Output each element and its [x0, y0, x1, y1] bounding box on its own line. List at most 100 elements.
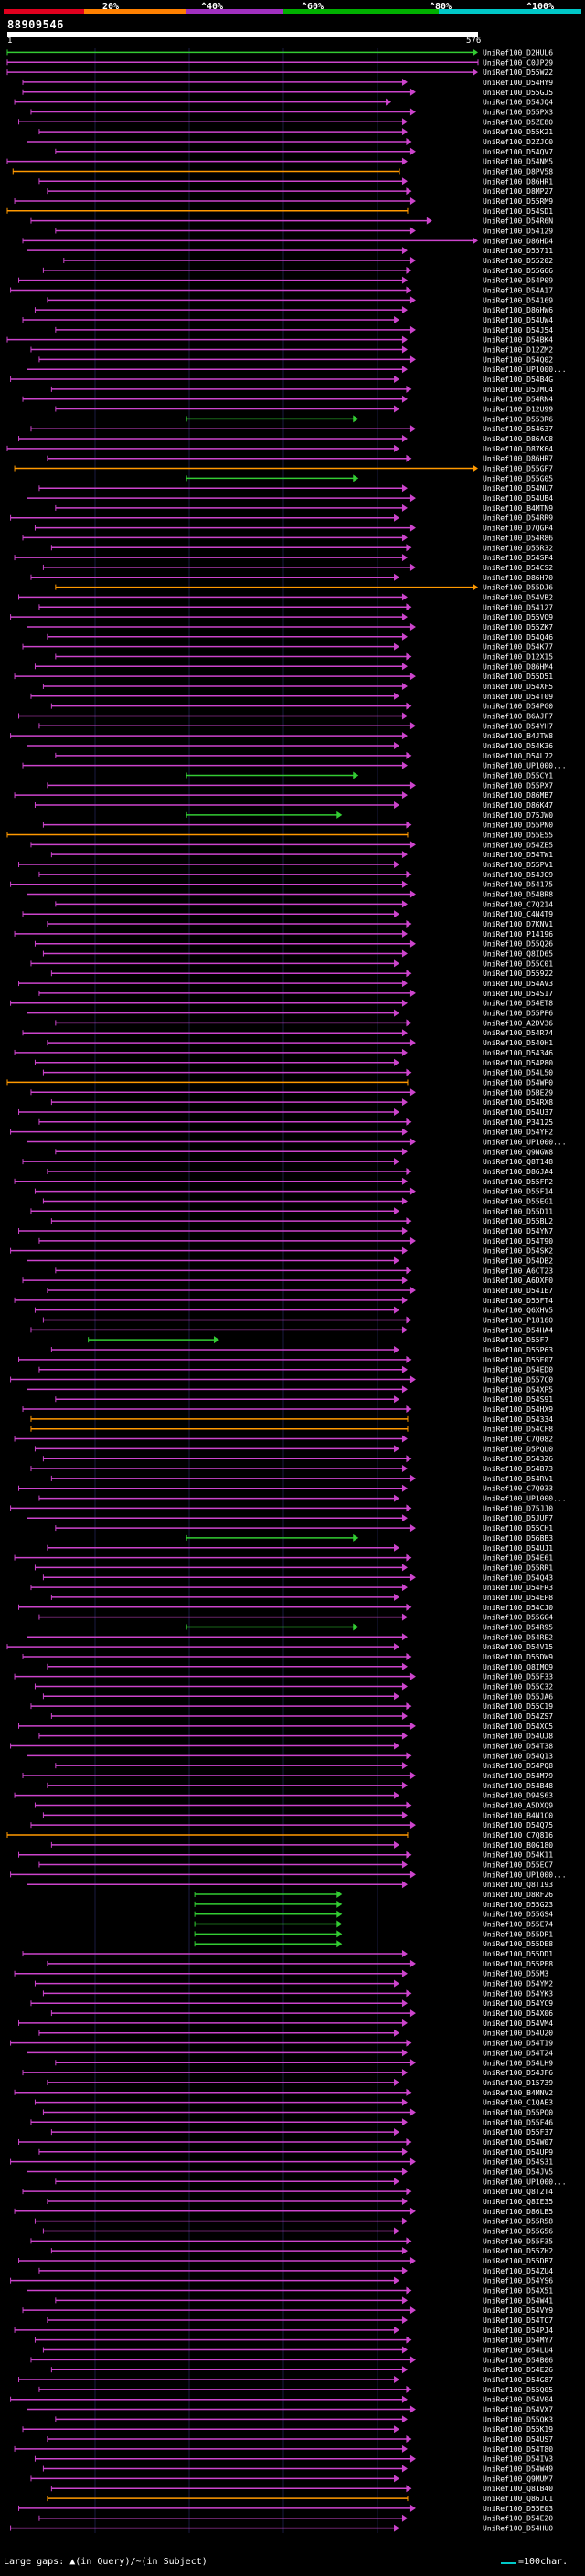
hit-row[interactable]: UniRef100_D54DB2	[26, 1256, 553, 1265]
hit-label[interactable]: UniRef100_D54VX7	[483, 2406, 553, 2414]
hit-label[interactable]: UniRef100_D5PQU0	[483, 1445, 553, 1453]
hit-label[interactable]: UniRef100_D55GG4	[483, 1614, 553, 1622]
hit-row[interactable]: UniRef100_D54UP9	[38, 2147, 553, 2157]
hit-label[interactable]: UniRef100_D54JQ4	[483, 99, 553, 107]
hit-row[interactable]: UniRef100_D55K21	[38, 128, 553, 136]
hit-row[interactable]: UniRef100_D75JW0	[186, 811, 553, 820]
hit-row[interactable]: UniRef100_D55C19	[30, 1702, 553, 1711]
hit-label[interactable]: UniRef100_D86LB5	[483, 2208, 553, 2216]
hit-label[interactable]: UniRef100_D86AC8	[483, 435, 553, 443]
hit-label[interactable]: UniRef100_D54S31	[483, 2158, 553, 2167]
hit-row[interactable]: UniRef100_D54ZE5	[30, 841, 553, 849]
hit-label[interactable]: UniRef100_D54T90	[483, 1237, 553, 1246]
hit-label[interactable]: UniRef100_D54K77	[483, 643, 553, 652]
hit-label[interactable]: UniRef100_D54P80	[483, 1059, 553, 1067]
hit-row[interactable]: UniRef100_D55PV1	[18, 861, 554, 869]
hit-row[interactable]: UniRef100_D55F46	[30, 2118, 553, 2126]
hit-row[interactable]: UniRef100_Q8IE35	[47, 2197, 553, 2206]
hit-row[interactable]: UniRef100_D54RV1	[50, 1474, 553, 1483]
hit-label[interactable]: UniRef100_D86HR1	[483, 177, 553, 186]
hit-label[interactable]: UniRef100_D54T38	[483, 1742, 553, 1750]
hit-row[interactable]: UniRef100_P18160	[42, 1316, 553, 1325]
hit-label[interactable]: UniRef100_D54MY7	[483, 2337, 553, 2345]
hit-row[interactable]: UniRef100_Q8IMQ9	[47, 1662, 553, 1671]
hit-label[interactable]: UniRef100_D54LH9	[483, 2059, 553, 2067]
hit-row[interactable]: UniRef100_D55R32	[50, 544, 553, 552]
hit-row[interactable]: UniRef100_D7QGP4	[34, 524, 553, 533]
hit-row[interactable]: UniRef100_D54RR9	[10, 514, 554, 523]
hit-label[interactable]: UniRef100_D54V15	[483, 1643, 553, 1651]
hit-row[interactable]: UniRef100_D54LU4	[42, 2346, 553, 2355]
hit-label[interactable]: UniRef100_D54IV3	[483, 2455, 553, 2464]
hit-label[interactable]: UniRef100_D55EC7	[483, 1861, 553, 1870]
hit-row[interactable]: UniRef100_D55ZK7	[26, 622, 553, 631]
hit-label[interactable]: UniRef100_D54XC5	[483, 1723, 553, 1731]
hit-label[interactable]: UniRef100_UP1000...	[483, 1138, 567, 1146]
hit-row[interactable]: UniRef100_D54B73	[30, 1465, 553, 1473]
hit-label[interactable]: UniRef100_D55K19	[483, 2425, 553, 2433]
hit-label[interactable]: UniRef100_D553R6	[483, 415, 553, 423]
hit-label[interactable]: UniRef100_D54YF2	[483, 1129, 553, 1137]
hit-row[interactable]: UniRef100_D54S91	[55, 1395, 553, 1404]
hit-label[interactable]: UniRef100_D55202	[483, 257, 553, 265]
hit-label[interactable]: UniRef100_D8MP27	[483, 187, 553, 196]
hit-row[interactable]: UniRef100_D86HR7	[47, 454, 553, 463]
hit-label[interactable]: UniRef100_D54FR3	[483, 1584, 553, 1592]
hit-row[interactable]: UniRef100_D54T09	[30, 692, 553, 701]
hit-label[interactable]: UniRef100_D54SP4	[483, 554, 553, 562]
hit-label[interactable]: UniRef100_D55R58	[483, 2218, 553, 2226]
hit-label[interactable]: UniRef100_D55F35	[483, 2237, 553, 2245]
hit-label[interactable]: UniRef100_D54127	[483, 603, 553, 611]
hit-row[interactable]: UniRef100_UP1000...	[22, 761, 567, 770]
hit-row[interactable]: UniRef100_D86JA4	[47, 1167, 553, 1176]
hit-label[interactable]: UniRef100_D86HM4	[483, 663, 553, 671]
hit-label[interactable]: UniRef100_D54AV3	[483, 980, 553, 988]
hit-row[interactable]: UniRef100_D55F14	[34, 1187, 553, 1196]
hit-row[interactable]: UniRef100_D86H70	[30, 573, 553, 582]
hit-row[interactable]: UniRef100_P34125	[38, 1118, 553, 1127]
hit-row[interactable]: UniRef100_D55VQ9	[10, 613, 554, 621]
hit-label[interactable]: UniRef100_Q9MUM7	[483, 2475, 553, 2483]
hit-row[interactable]: UniRef100_D55C01	[30, 959, 553, 968]
hit-row[interactable]: UniRef100_D54TW1	[50, 851, 553, 859]
hit-row[interactable]: UniRef100_D54TC7	[47, 2316, 553, 2325]
hit-label[interactable]: UniRef100_C0JP29	[483, 58, 553, 67]
hit-label[interactable]: UniRef100_D54326	[483, 1455, 553, 1463]
hit-label[interactable]: UniRef100_D55E07	[483, 1356, 553, 1364]
hit-label[interactable]: UniRef100_D54WP0	[483, 1078, 553, 1087]
hit-label[interactable]: UniRef100_D54V04	[483, 2396, 553, 2404]
hit-row[interactable]: UniRef100_A2DV36	[55, 1019, 553, 1027]
hit-label[interactable]: UniRef100_D86JA4	[483, 1168, 553, 1176]
hit-label[interactable]: UniRef100_Q8ID65	[483, 950, 553, 959]
hit-row[interactable]: UniRef100_D54P09	[18, 277, 554, 285]
hit-label[interactable]: UniRef100_D55PX3	[483, 108, 553, 116]
hit-row[interactable]: UniRef100_B4JTW8	[10, 732, 554, 740]
hit-label[interactable]: UniRef100_D55QK3	[483, 2415, 553, 2423]
hit-label[interactable]: UniRef100_D94S63	[483, 1792, 553, 1800]
hit-row[interactable]: UniRef100_D54R74	[22, 1029, 553, 1037]
hit-row[interactable]: UniRef100_D12X15	[55, 652, 553, 661]
hit-row[interactable]: UniRef100_C7Q816	[6, 1831, 553, 1839]
hit-label[interactable]: UniRef100_D7QGP4	[483, 525, 553, 533]
hit-row[interactable]: UniRef100_B4N1C0	[42, 1811, 553, 1819]
hit-row[interactable]: UniRef100_D54E26	[50, 2366, 553, 2374]
hit-label[interactable]: UniRef100_D5JMC4	[483, 386, 553, 394]
hit-row[interactable]: UniRef100_D54129	[55, 227, 553, 235]
hit-row[interactable]: UniRef100_D54NM5	[6, 157, 553, 166]
hit-row[interactable]: UniRef100_D54169	[47, 296, 553, 304]
hit-row[interactable]: UniRef100_D12ZM2	[30, 345, 553, 355]
hit-row[interactable]: UniRef100_D55DJ6	[55, 583, 553, 592]
hit-label[interactable]: UniRef100_D54T19	[483, 2040, 553, 2048]
hit-label[interactable]: UniRef100_D55Q26	[483, 940, 553, 949]
hit-label[interactable]: UniRef100_D54K36	[483, 742, 553, 750]
hit-label[interactable]: UniRef100_D54NM5	[483, 158, 553, 166]
hit-row[interactable]: UniRef100_D8MP27	[47, 187, 553, 196]
hit-label[interactable]: UniRef100_D54SK2	[483, 1247, 553, 1256]
hit-row[interactable]: UniRef100_D55K19	[22, 2425, 553, 2433]
hit-label[interactable]: UniRef100_D5JUF7	[483, 1514, 553, 1522]
hit-row[interactable]: UniRef100_D54JQ4	[14, 98, 553, 107]
hit-row[interactable]: UniRef100_D54VB2	[18, 593, 554, 601]
hit-label[interactable]: UniRef100_D557C0	[483, 1376, 553, 1384]
hit-row[interactable]: UniRef100_D55P63	[50, 1346, 553, 1354]
hit-label[interactable]: UniRef100_D54RN4	[483, 396, 553, 404]
